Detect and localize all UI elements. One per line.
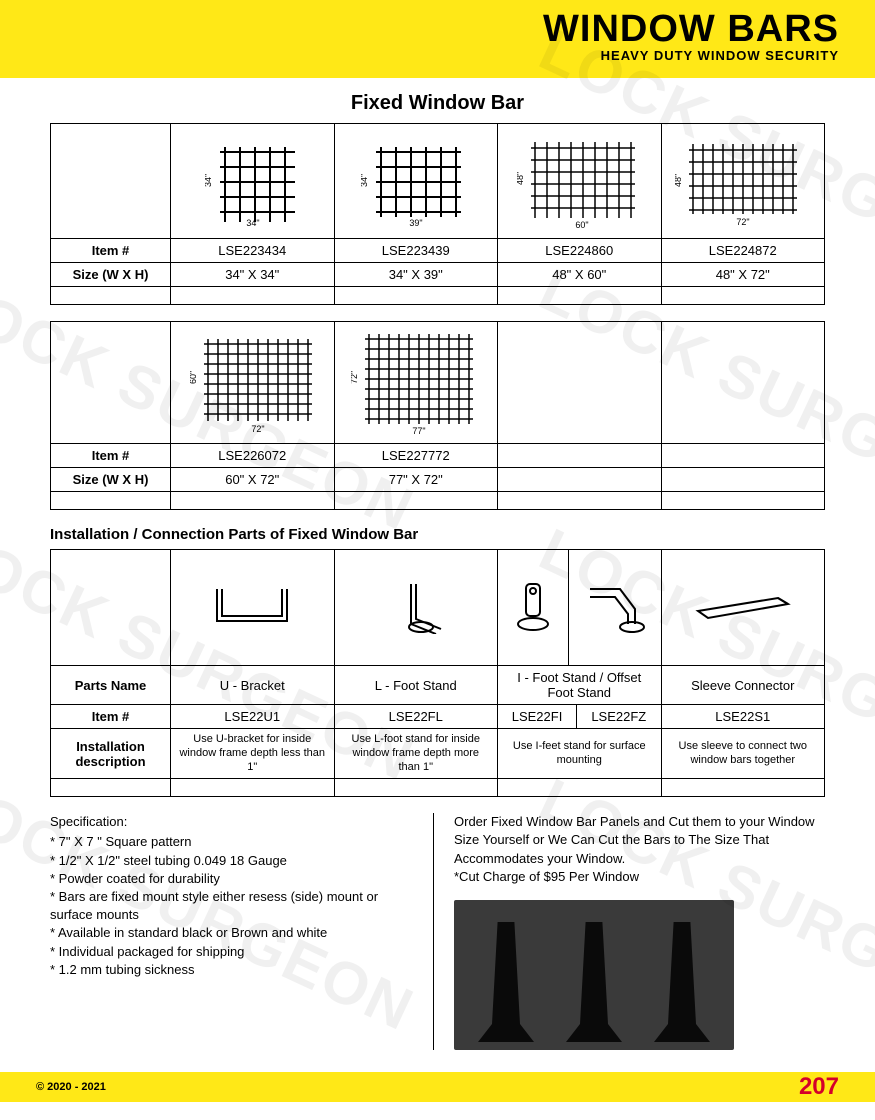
size-value: 48" X 72" <box>661 263 825 287</box>
spec-list: 7" X 7 " Square pattern 1/2" X 1/2" stee… <box>50 833 421 979</box>
item-number: LSE224872 <box>661 239 825 263</box>
item-number: LSE223434 <box>171 239 335 263</box>
size-value: 48" X 60" <box>498 263 662 287</box>
spec-title: Specification: <box>50 813 421 831</box>
svg-text:34": 34" <box>361 174 369 187</box>
product-image-cell: 48" 60" <box>498 124 662 239</box>
page-number: 207 <box>799 1073 839 1101</box>
part-desc: Use I-feet stand for surface mounting <box>498 729 662 779</box>
part-item: LSE22FZ <box>577 705 661 728</box>
bottom-section: Specification: 7" X 7 " Square pattern 1… <box>50 813 825 1050</box>
product-image-cell: 72" 77" <box>334 322 498 444</box>
part-desc: Use U-bracket for inside window frame de… <box>171 729 335 779</box>
part-image-cell <box>661 550 825 666</box>
part-image-cell <box>498 550 662 666</box>
spec-line: Bars are fixed mount style either resess… <box>50 888 421 924</box>
foot-stand-photo-icon <box>566 922 622 1042</box>
item-number: LSE224860 <box>498 239 662 263</box>
size-value: 34" X 39" <box>334 263 498 287</box>
sleeve-connector-icon <box>688 586 798 629</box>
part-image-cell <box>334 550 498 666</box>
window-grid-icon: 60" 72" <box>190 329 315 434</box>
parts-table: Parts Name U - Bracket L - Foot Stand I … <box>50 549 825 797</box>
part-name: I - Foot Stand / Offset Foot Stand <box>498 666 662 705</box>
part-name: U - Bracket <box>171 666 335 705</box>
row-label: Size (W X H) <box>51 263 171 287</box>
offset-foot-icon <box>580 579 650 637</box>
svg-text:48": 48" <box>675 174 683 187</box>
row-label: Size (W X H) <box>51 468 171 492</box>
part-item: LSE22FL <box>334 705 498 729</box>
svg-text:77": 77" <box>412 426 425 436</box>
window-grid-icon: 48" 72" <box>675 132 810 227</box>
part-item: LSE22FI <box>498 705 577 728</box>
catalog-page: LOCK SURGEON LOCK SURGEON LOCK SURGEON L… <box>0 0 875 1120</box>
page-subtitle: HEAVY DUTY WINDOW SECURITY <box>543 48 839 63</box>
product-table-2: 60" 72" 72" 77" Item # LSE226072 LSE227772… <box>50 321 825 510</box>
svg-text:72": 72" <box>351 371 359 384</box>
product-image-cell: 34" 39" <box>334 124 498 239</box>
part-desc: Use sleeve to connect two window bars to… <box>661 729 825 779</box>
size-value: 34" X 34" <box>171 263 335 287</box>
svg-text:34": 34" <box>205 174 213 187</box>
spec-line: Individual packaged for shipping <box>50 943 421 961</box>
copyright-text: © 2020 - 2021 <box>36 1081 106 1093</box>
svg-text:60": 60" <box>190 370 198 383</box>
part-item-split: LSE22FI LSE22FZ <box>498 705 662 729</box>
item-number: LSE227772 <box>334 444 498 468</box>
svg-text:39": 39" <box>409 218 422 227</box>
item-number: LSE223439 <box>334 239 498 263</box>
window-grid-icon: 48" 60" <box>517 130 642 230</box>
product-image-cell: 48" 72" <box>661 124 825 239</box>
i-foot-icon <box>508 579 558 637</box>
row-label: Item # <box>51 444 171 468</box>
footer-band: © 2020 - 2021 207 <box>0 1072 875 1102</box>
row-label: Item # <box>51 239 171 263</box>
part-image-cell <box>171 550 335 666</box>
order-text: Order Fixed Window Bar Panels and Cut th… <box>454 813 825 868</box>
product-image-cell: 60" 72" <box>171 322 335 444</box>
product-image-cell: 34" 34" <box>171 124 335 239</box>
svg-text:60": 60" <box>575 220 588 230</box>
specification-column: Specification: 7" X 7 " Square pattern 1… <box>50 813 434 1050</box>
part-name: L - Foot Stand <box>334 666 498 705</box>
spec-line: 7" X 7 " Square pattern <box>50 833 421 851</box>
spec-line: 1/2" X 1/2" steel tubing 0.049 18 Gauge <box>50 852 421 870</box>
svg-text:72": 72" <box>251 424 264 434</box>
spec-line: Powder coated for durability <box>50 870 421 888</box>
cut-charge: *Cut Charge of $95 Per Window <box>454 868 825 886</box>
size-value: 60" X 72" <box>171 468 335 492</box>
size-value: 77" X 72" <box>334 468 498 492</box>
foot-photo <box>454 900 734 1050</box>
page-content: Fixed Window Bar 34" 34" 34" 39" 48" 60" 48… <box>0 78 875 1050</box>
part-name: Sleeve Connector <box>661 666 825 705</box>
part-desc: Use L-foot stand for inside window frame… <box>334 729 498 779</box>
row-label: Installation description <box>51 729 171 779</box>
product-table-1: 34" 34" 34" 39" 48" 60" 48" 72" Item # LSE22… <box>50 123 825 305</box>
foot-stand-photo-icon <box>654 922 710 1042</box>
page-title: WINDOW BARS <box>543 10 839 48</box>
svg-text:72": 72" <box>737 217 750 227</box>
spec-line: 1.2 mm tubing sickness <box>50 961 421 979</box>
window-grid-icon: 34" 34" <box>205 132 300 227</box>
foot-stand-photo-icon <box>478 922 534 1042</box>
svg-text:48": 48" <box>517 171 525 184</box>
order-column: Order Fixed Window Bar Panels and Cut th… <box>454 813 825 1050</box>
svg-text:34": 34" <box>246 218 259 227</box>
u-bracket-icon <box>202 581 302 634</box>
spec-line: Available in standard black or Brown and… <box>50 924 421 942</box>
item-number: LSE226072 <box>171 444 335 468</box>
header-band: WINDOW BARS HEAVY DUTY WINDOW SECURITY <box>0 0 875 78</box>
parts-section-title: Installation / Connection Parts of Fixed… <box>50 526 825 543</box>
row-label: Parts Name <box>51 666 171 705</box>
row-label: Item # <box>51 705 171 729</box>
window-grid-icon: 34" 39" <box>361 132 471 227</box>
part-item: LSE22U1 <box>171 705 335 729</box>
l-foot-icon <box>381 579 451 637</box>
window-grid-icon: 72" 77" <box>351 326 481 436</box>
part-item: LSE22S1 <box>661 705 825 729</box>
section-title: Fixed Window Bar <box>50 92 825 115</box>
